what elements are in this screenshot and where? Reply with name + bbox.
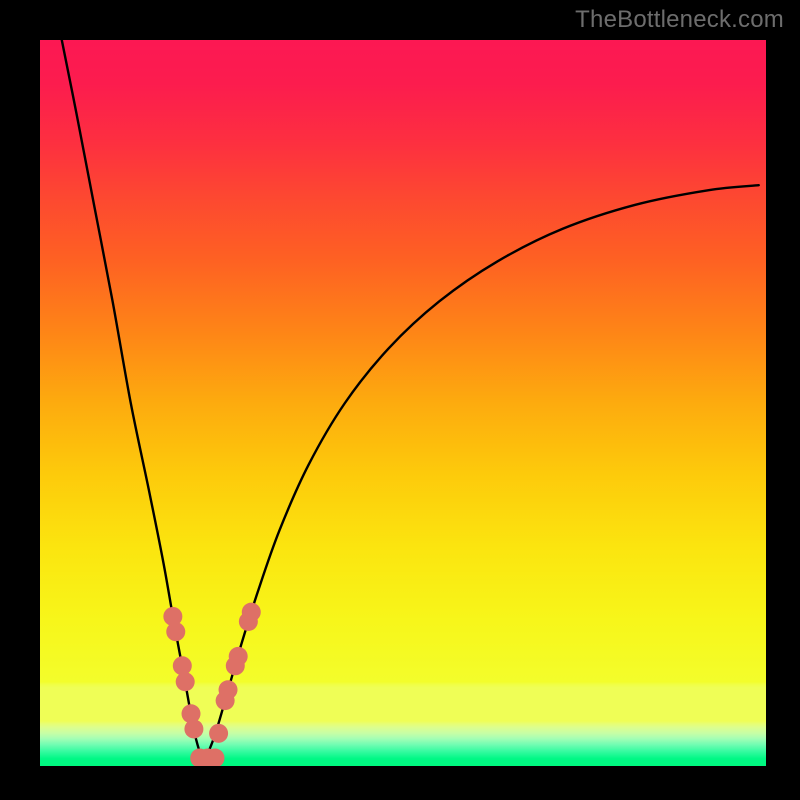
data-marker — [219, 680, 238, 699]
canvas-root: TheBottleneck.com — [0, 0, 800, 800]
data-marker — [173, 656, 192, 675]
data-marker — [176, 672, 195, 691]
data-marker — [229, 647, 248, 666]
bottleneck-curve — [62, 40, 759, 764]
data-marker — [209, 724, 228, 743]
plot-area — [40, 40, 766, 766]
data-marker — [184, 719, 203, 738]
data-marker — [166, 622, 185, 641]
attribution-label: TheBottleneck.com — [575, 6, 784, 34]
chart-overlay — [40, 40, 766, 766]
data-marker — [242, 603, 261, 622]
